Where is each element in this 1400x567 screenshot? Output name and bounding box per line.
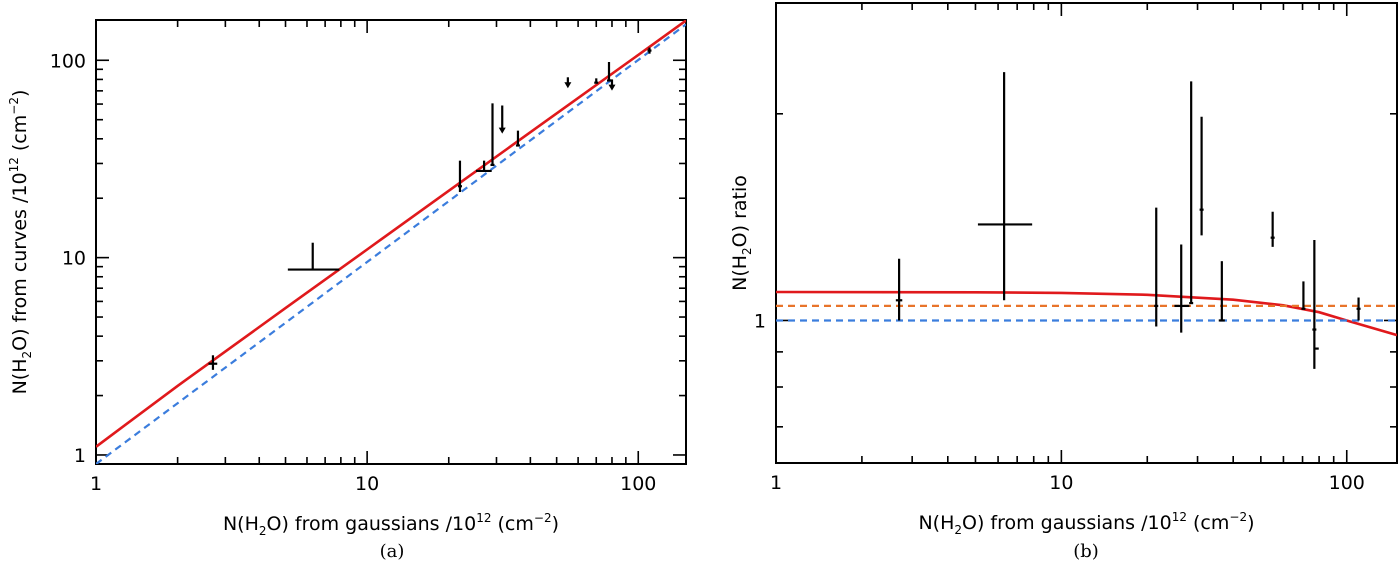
plot-frame	[775, 2, 1398, 464]
x-ticks	[95, 20, 640, 464]
plot-frame	[95, 19, 687, 465]
x-axis-title: N(H2O) from gaussians /1012 (cm−2)	[223, 511, 559, 538]
upper-limit-arrow	[564, 77, 572, 89]
arrow-head	[498, 127, 506, 134]
caption-b: (b)	[1073, 541, 1099, 562]
data-point	[594, 78, 599, 84]
upper-limit-arrow	[608, 79, 616, 91]
data-point	[1356, 297, 1361, 321]
data-point	[1154, 207, 1159, 327]
data-point	[1199, 116, 1204, 236]
x-tick-label: 1	[90, 473, 102, 495]
data-point	[895, 258, 903, 321]
series-fit	[96, 20, 686, 448]
x-tick-label: 100	[620, 473, 656, 495]
data-points	[895, 72, 1361, 369]
arrow-head	[564, 82, 572, 89]
data-point	[1218, 261, 1225, 322]
data-point	[607, 62, 612, 82]
x-axis-title: N(H2O) from gaussians /1012 (cm−2)	[918, 510, 1254, 537]
y-tick-label: 1	[754, 310, 766, 332]
data-point	[647, 47, 652, 54]
data-point	[490, 103, 495, 167]
data-point	[515, 130, 520, 147]
x-ticks	[775, 3, 1348, 463]
y-tick-label: 1	[74, 445, 86, 467]
data-point	[977, 72, 1033, 301]
caption-a: (a)	[380, 541, 405, 562]
y-ticks	[776, 112, 1397, 428]
data-point	[1189, 81, 1194, 305]
data-point	[1174, 244, 1190, 333]
x-tick-label: 1	[770, 472, 782, 494]
y-tick-label: 10	[62, 248, 86, 270]
data-point	[475, 160, 492, 173]
data-point	[208, 355, 218, 370]
y-ticks	[96, 59, 686, 465]
series-lines	[96, 20, 686, 464]
series-one-to-one	[96, 23, 686, 464]
x-tick-label: 10	[355, 473, 379, 495]
arrow-head	[608, 84, 616, 91]
data-point	[457, 160, 462, 193]
data-point	[1301, 281, 1306, 310]
panel-a: 1 10 100 1 10 100 N(H2O) from gaussians /1012 …	[7, 19, 687, 538]
x-tick-label: 10	[1049, 472, 1073, 494]
data-point	[1312, 239, 1317, 369]
data-point	[287, 242, 340, 271]
x-tick-label: 100	[1329, 472, 1365, 494]
upper-limit-arrow	[498, 105, 506, 134]
data-points	[208, 47, 652, 370]
y-axis-title: N(H2O) ratio	[729, 175, 754, 291]
y-tick-label: 100	[50, 50, 86, 72]
y-axis-title: N(H2O) from curves /1012 (cm−2)	[7, 90, 34, 395]
panel-b: 1 10 100 1 N(H2O) from gaussians /1012 (cm−2…	[729, 2, 1398, 537]
data-point	[1270, 211, 1275, 247]
